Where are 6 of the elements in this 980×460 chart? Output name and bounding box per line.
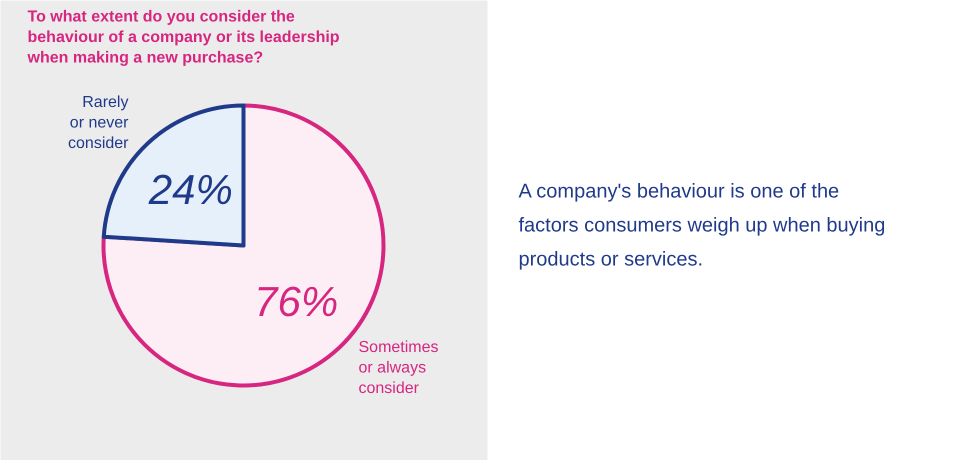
data-label: 76%: [254, 278, 338, 326]
chart-title: To what extent do you consider the behaviour of a company or its leadership when making a new purchase?: [26, 8, 340, 66]
text: A company's behaviour is one of the factors consumers weigh up when buying products or services.: [518, 180, 886, 271]
data-label: 24%: [148, 166, 233, 213]
slice-label: Sometimes or always consider: [358, 339, 439, 397]
slice-label: Rarely or never consider: [68, 94, 130, 152]
